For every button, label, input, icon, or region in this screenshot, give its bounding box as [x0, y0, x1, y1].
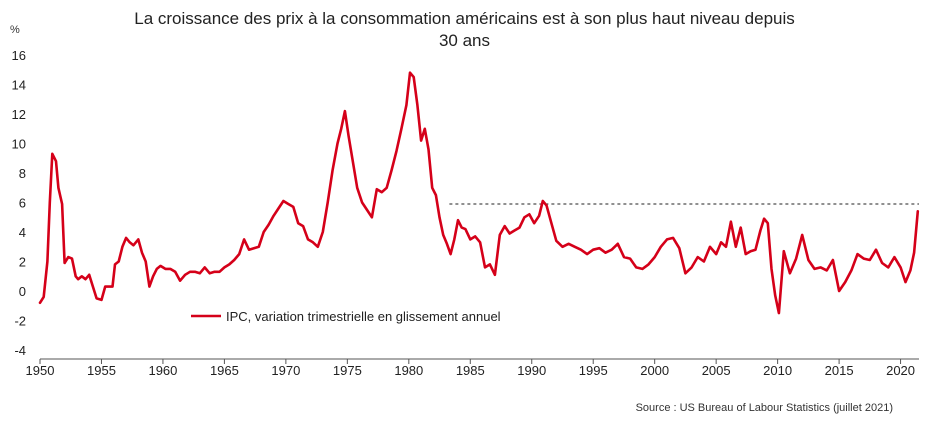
x-tick-label: 1950 [26, 363, 55, 378]
x-tick-label: 1990 [517, 363, 546, 378]
x-tick-label: 1975 [333, 363, 362, 378]
series-group [38, 71, 920, 315]
x-tick-label: 1970 [271, 363, 300, 378]
y-tick-label: 16 [12, 48, 26, 63]
x-tick-label: 2020 [886, 363, 915, 378]
x-tick-label: 2015 [825, 363, 854, 378]
x-tick-label: 1980 [394, 363, 423, 378]
y-tick-label: 6 [19, 196, 26, 211]
series-line [38, 71, 920, 315]
y-tick-label: -2 [14, 314, 26, 329]
x-tick-label: 1965 [210, 363, 239, 378]
chart-title-line-2: 30 ans [438, 31, 491, 50]
x-tick-label: 1955 [87, 363, 116, 378]
legend: IPC, variation trimestrielle en glisseme… [191, 309, 501, 324]
x-tick-label: 2000 [640, 363, 669, 378]
y-tick-label: 2 [19, 255, 26, 270]
y-tick-label: 4 [19, 225, 26, 240]
x-tick-label: 2005 [702, 363, 731, 378]
y-tick-label: 0 [19, 284, 26, 299]
y-tick-label: 8 [19, 166, 26, 181]
source-note: Source : US Bureau of Labour Statistics … [635, 402, 893, 414]
y-tick-label: -4 [14, 343, 26, 358]
y-axis-unit-label: % [10, 24, 20, 36]
chart-title-line-1: La croissance des prix à la consommation… [134, 9, 795, 28]
x-axis: 1950 1955 1960 1965 1970 1975 1980 1985 1990 1995… [26, 358, 919, 378]
y-tick-label: 10 [12, 137, 26, 152]
y-tick-label: 12 [12, 107, 26, 122]
x-tick-label: 1995 [579, 363, 608, 378]
x-tick-label: 1960 [148, 363, 177, 378]
y-tick-label: 14 [12, 78, 26, 93]
y-axis-ticks: -4 -2 0 2 4 6 8 10 12 14 16 [12, 48, 26, 358]
x-tick-label: 2010 [763, 363, 792, 378]
x-tick-label: 1985 [456, 363, 485, 378]
chart-title: La croissance des prix à la consommation… [0, 8, 929, 52]
legend-label: IPC, variation trimestrielle en glisseme… [226, 309, 501, 324]
